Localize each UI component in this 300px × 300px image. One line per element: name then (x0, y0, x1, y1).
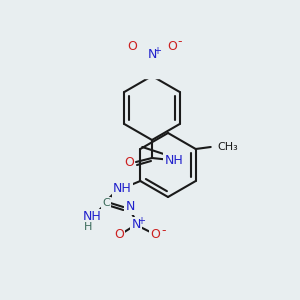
Text: O: O (167, 40, 177, 52)
Text: N: N (147, 47, 157, 61)
Text: H: H (84, 222, 92, 232)
Text: O: O (150, 229, 160, 242)
Text: C: C (102, 198, 110, 208)
Text: -: - (178, 35, 182, 49)
Text: N: N (126, 200, 135, 214)
Text: +: + (153, 46, 161, 56)
Text: N: N (132, 218, 141, 232)
Text: -: - (161, 224, 166, 238)
Text: O: O (127, 40, 137, 52)
Text: NH: NH (83, 211, 102, 224)
Text: O: O (124, 157, 134, 169)
Text: CH₃: CH₃ (218, 142, 238, 152)
Text: O: O (114, 229, 124, 242)
Text: +: + (137, 216, 145, 226)
Text: NH: NH (113, 182, 132, 196)
Text: NH: NH (165, 154, 183, 166)
